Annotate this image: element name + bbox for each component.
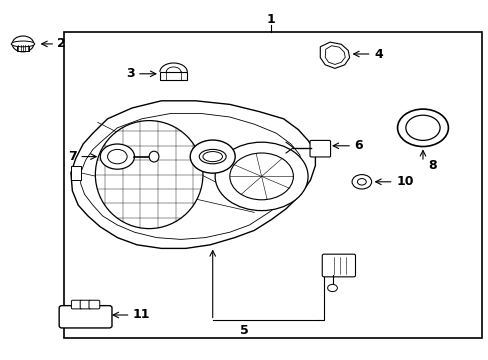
Circle shape [229,153,293,200]
Text: 1: 1 [266,13,275,26]
Text: 3: 3 [125,67,134,80]
Circle shape [12,36,34,52]
FancyBboxPatch shape [59,306,112,328]
Polygon shape [71,101,315,248]
Circle shape [107,149,127,164]
Ellipse shape [203,152,222,162]
Ellipse shape [11,41,35,47]
Polygon shape [71,166,81,180]
Ellipse shape [149,151,159,162]
Text: 7: 7 [68,150,77,163]
FancyBboxPatch shape [89,300,100,309]
Polygon shape [81,113,302,239]
Text: 6: 6 [354,139,363,152]
FancyBboxPatch shape [322,254,355,277]
Circle shape [405,115,439,140]
FancyBboxPatch shape [71,300,82,309]
Circle shape [397,109,447,147]
Text: 5: 5 [240,324,248,337]
Text: 4: 4 [373,48,382,60]
Text: 8: 8 [427,159,436,172]
Bar [63,32,481,338]
Text: 11: 11 [132,309,150,321]
Text: 9: 9 [259,150,267,163]
FancyBboxPatch shape [80,300,91,309]
FancyBboxPatch shape [309,140,330,157]
Ellipse shape [95,121,203,229]
Text: 2: 2 [57,37,66,50]
Ellipse shape [199,149,225,164]
FancyBboxPatch shape [17,45,29,51]
Text: 10: 10 [395,175,413,188]
Circle shape [351,175,371,189]
Polygon shape [325,46,345,64]
FancyBboxPatch shape [160,72,187,80]
Circle shape [327,284,337,292]
Circle shape [357,179,366,185]
Circle shape [190,140,235,173]
Polygon shape [320,42,349,68]
Circle shape [215,142,307,211]
Circle shape [100,144,134,169]
